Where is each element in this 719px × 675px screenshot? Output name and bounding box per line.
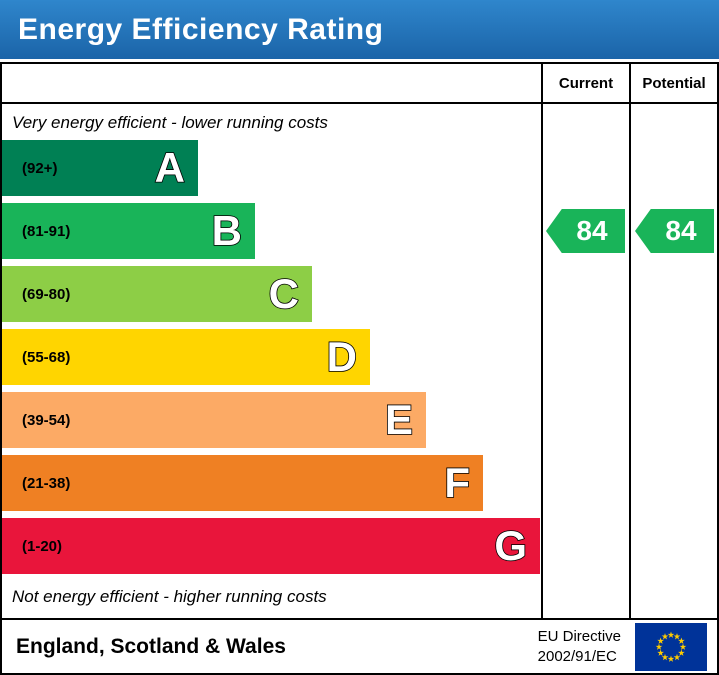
eu-directive-line1: EU Directive	[537, 628, 621, 645]
rating-table: Current Potential Very energy efficient …	[0, 62, 719, 620]
current-column-header: Current	[541, 64, 629, 102]
chart-body: Very energy efficient - lower running co…	[2, 104, 717, 618]
eu-flag-icon	[635, 622, 707, 671]
band-range-label: (81-91)	[22, 222, 71, 240]
band-range-label: (1-20)	[22, 537, 63, 555]
band-bar-b: (81-91) B	[2, 203, 255, 259]
band-bar-f: (21-38) F	[2, 455, 483, 511]
chart-title: Energy Efficiency Rating	[18, 12, 384, 46]
region-label: England, Scotland & Wales	[16, 634, 286, 658]
potential-rating-value: 84	[665, 215, 697, 246]
potential-column-divider	[629, 104, 631, 618]
bottom-note: Not energy efficient - higher running co…	[12, 587, 327, 606]
band-letter: F	[444, 459, 471, 506]
band-bar-c: (69-80) C	[2, 266, 312, 322]
band-range-label: (39-54)	[22, 411, 71, 429]
top-note: Very energy efficient - lower running co…	[12, 113, 328, 132]
band-letter: A	[154, 144, 186, 191]
band-letter: C	[268, 270, 300, 317]
band-bar-d: (55-68) D	[2, 329, 370, 385]
band-range-label: (21-38)	[22, 474, 71, 492]
header-spacer	[2, 64, 541, 102]
band-range-label: (69-80)	[22, 285, 71, 303]
eu-flag-background	[635, 622, 707, 671]
current-rating-arrow: 84	[546, 209, 625, 253]
band-letter: D	[326, 333, 358, 380]
potential-column-header: Potential	[629, 64, 717, 102]
potential-rating-arrow: 84	[635, 209, 714, 253]
current-rating-value: 84	[576, 215, 608, 246]
band-letter: B	[211, 207, 243, 254]
table-header-row: Current Potential	[2, 64, 717, 104]
eu-directive-label: EU Directive 2002/91/EC	[538, 627, 621, 666]
band-bar-e: (39-54) E	[2, 392, 426, 448]
eu-directive-line2: 2002/91/EC	[537, 647, 617, 665]
band-bar-a: (92+) A	[2, 140, 198, 196]
band-range-label: (92+)	[22, 159, 58, 177]
footer: England, Scotland & Wales EU Directive 2…	[0, 620, 719, 675]
chart-title-banner: Energy Efficiency Rating	[0, 0, 719, 59]
band-bar-g: (1-20) G	[2, 518, 540, 574]
band-letter: G	[494, 522, 528, 569]
current-column-divider	[541, 104, 543, 618]
band-range-label: (55-68)	[22, 348, 71, 366]
band-letter: E	[384, 396, 414, 443]
